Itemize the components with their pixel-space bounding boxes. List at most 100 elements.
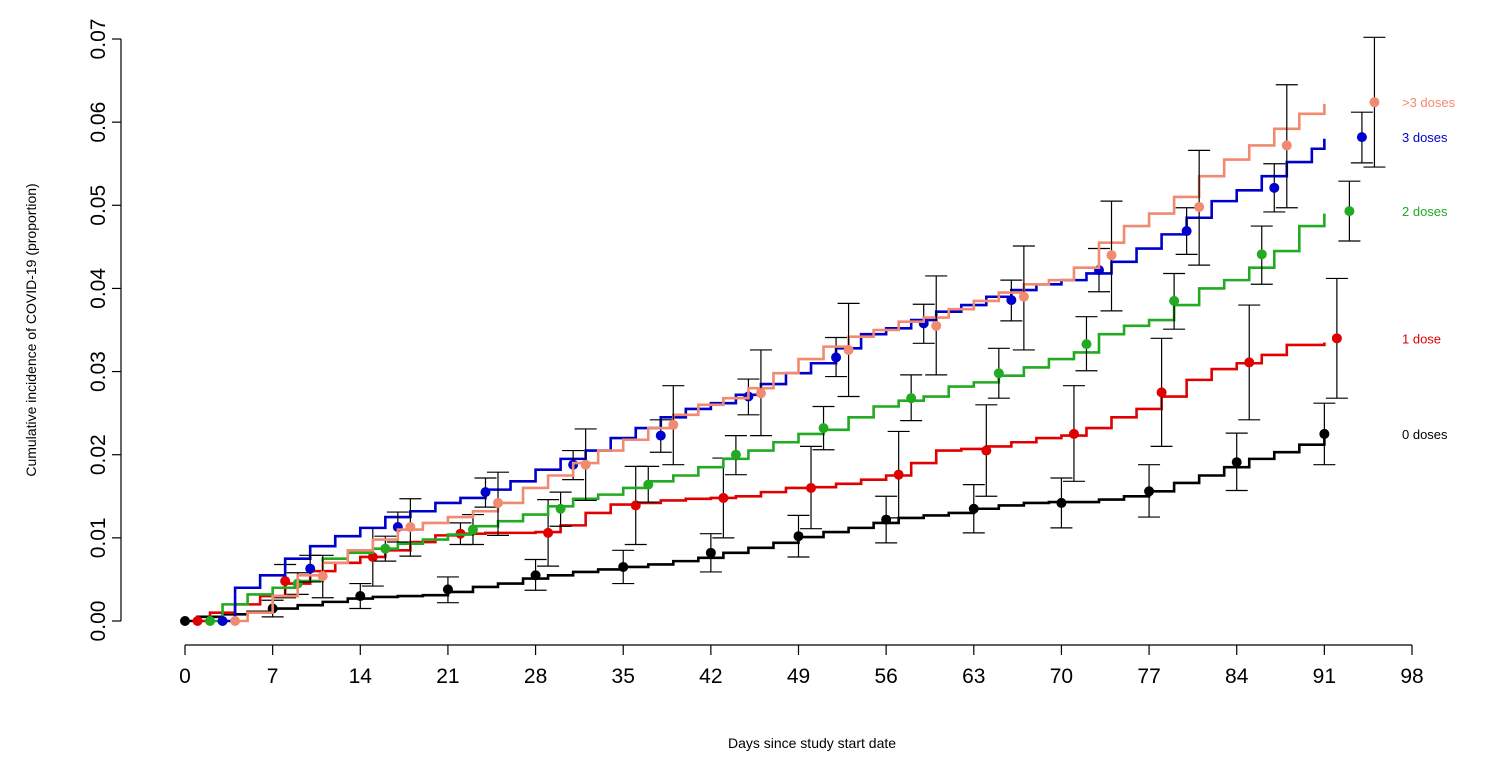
data-point xyxy=(843,344,854,355)
data-point xyxy=(1081,339,1092,350)
data-point xyxy=(630,500,641,511)
data-point xyxy=(543,527,554,538)
data-point xyxy=(530,570,541,581)
data-point xyxy=(493,497,504,508)
series-label: 3 doses xyxy=(1402,130,1448,145)
data-point xyxy=(668,419,679,430)
data-point xyxy=(981,445,992,456)
data-point xyxy=(480,487,491,498)
series-layer xyxy=(180,36,1386,626)
data-point xyxy=(1181,226,1192,237)
series-2-doses xyxy=(205,180,1361,626)
data-point xyxy=(1344,206,1355,217)
y-tick-label: 0.07 xyxy=(87,19,110,60)
series-1-dose xyxy=(192,277,1348,626)
data-point xyxy=(555,503,566,514)
y-tick-label: 0.06 xyxy=(87,102,110,143)
x-tick-label: 70 xyxy=(1050,665,1073,688)
data-point xyxy=(906,393,917,404)
data-point xyxy=(1281,140,1292,151)
data-point xyxy=(643,479,654,490)
y-tick-label: 0.04 xyxy=(87,268,110,309)
data-point xyxy=(655,430,666,441)
data-point xyxy=(1106,250,1117,261)
x-tick-label: 98 xyxy=(1400,665,1423,688)
data-point xyxy=(305,563,316,574)
data-point xyxy=(818,423,829,434)
data-point xyxy=(881,514,892,525)
data-point xyxy=(931,320,942,331)
data-point xyxy=(1068,428,1079,439)
y-tick-label: 0.03 xyxy=(87,351,110,392)
data-point xyxy=(993,368,1004,379)
series-step-line xyxy=(185,438,1326,623)
x-axis: 0 7 14 21 28 35 42 49 56 63 70 77 84 91 98 xyxy=(179,644,1424,688)
x-tick-label: 42 xyxy=(699,665,722,688)
data-point xyxy=(367,551,378,562)
series-step-line xyxy=(197,342,1326,623)
data-point xyxy=(718,492,729,503)
data-point xyxy=(968,503,979,514)
data-point xyxy=(1269,182,1280,193)
series--3-doses xyxy=(230,36,1386,626)
series-0-doses xyxy=(180,402,1336,626)
x-tick-label: 56 xyxy=(874,665,897,688)
data-point xyxy=(1144,486,1155,497)
data-point xyxy=(1156,387,1167,398)
y-axis: 0.00 0.01 0.02 0.03 0.04 0.05 0.06 0.07 xyxy=(87,19,122,642)
data-point xyxy=(355,591,366,602)
y-tick-label: 0.05 xyxy=(87,185,110,226)
x-tick-label: 28 xyxy=(524,665,547,688)
data-point xyxy=(755,388,766,399)
data-point xyxy=(180,616,190,626)
data-point xyxy=(1244,357,1255,368)
x-tick-label: 35 xyxy=(612,665,635,688)
data-point xyxy=(618,561,629,572)
x-tick-label: 77 xyxy=(1137,665,1160,688)
x-tick-label: 63 xyxy=(962,665,985,688)
data-point xyxy=(1056,497,1067,508)
y-tick-label: 0.01 xyxy=(87,517,110,558)
data-point xyxy=(1256,249,1267,260)
data-point xyxy=(380,543,391,554)
x-tick-label: 84 xyxy=(1225,665,1249,688)
data-point xyxy=(467,524,478,535)
data-point xyxy=(1356,132,1367,143)
data-point xyxy=(893,469,904,480)
y-tick-label: 0.00 xyxy=(87,601,110,642)
series-label: >3 doses xyxy=(1402,95,1456,110)
series-step-line xyxy=(210,213,1326,623)
data-point xyxy=(1018,291,1029,302)
data-point xyxy=(1331,333,1342,344)
series-label: 2 doses xyxy=(1402,204,1448,219)
data-point xyxy=(192,616,203,626)
data-point xyxy=(831,352,842,363)
data-point xyxy=(280,576,291,587)
data-point xyxy=(442,584,453,595)
x-tick-label: 21 xyxy=(436,665,459,688)
data-point xyxy=(205,616,216,626)
x-tick-label: 0 xyxy=(179,665,191,688)
data-point xyxy=(1319,428,1330,439)
data-point xyxy=(217,616,228,626)
data-point xyxy=(230,616,241,626)
y-axis-title: Cumulative incidence of COVID-19 (propor… xyxy=(23,183,39,476)
data-point xyxy=(806,482,817,493)
series-label: 0 doses xyxy=(1402,427,1448,442)
data-point xyxy=(1169,295,1180,306)
series-labels: 0 doses 1 dose 2 doses 3 doses >3 doses xyxy=(1402,95,1456,442)
data-point xyxy=(580,459,591,470)
x-tick-label: 49 xyxy=(787,665,810,688)
data-point xyxy=(1369,97,1380,108)
data-point xyxy=(1194,201,1205,212)
data-point xyxy=(705,547,716,558)
x-axis-title: Days since study start date xyxy=(728,735,896,751)
x-tick-label: 91 xyxy=(1313,665,1336,688)
x-tick-label: 14 xyxy=(349,665,373,688)
x-tick-label: 7 xyxy=(267,665,279,688)
data-point xyxy=(405,522,416,533)
data-point xyxy=(793,531,804,542)
data-point xyxy=(1231,457,1242,468)
data-point xyxy=(730,449,741,460)
